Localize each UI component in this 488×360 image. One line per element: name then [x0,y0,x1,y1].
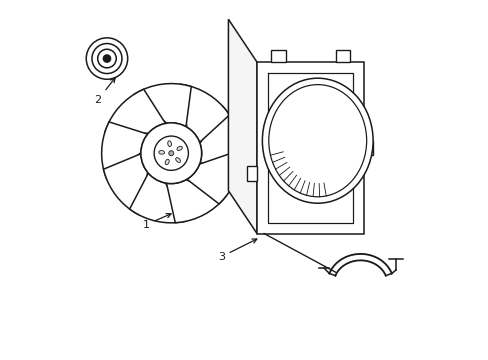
Polygon shape [166,180,226,223]
Polygon shape [180,84,229,142]
Polygon shape [133,84,191,127]
Polygon shape [103,154,147,215]
Circle shape [92,44,122,73]
Polygon shape [102,122,147,180]
Ellipse shape [177,146,182,150]
Ellipse shape [165,159,169,165]
Polygon shape [335,50,349,62]
Circle shape [154,136,188,170]
Ellipse shape [262,78,372,203]
Polygon shape [257,62,364,234]
Circle shape [86,38,127,79]
Polygon shape [200,106,241,163]
Polygon shape [364,141,372,155]
Ellipse shape [167,141,171,147]
Text: 3: 3 [217,239,256,262]
Text: 1: 1 [142,213,171,230]
Polygon shape [186,150,241,204]
Polygon shape [271,50,285,62]
Circle shape [141,123,201,184]
Polygon shape [246,166,257,181]
Text: 2: 2 [94,78,115,105]
Circle shape [98,49,116,68]
Circle shape [103,55,110,62]
Polygon shape [228,19,257,234]
Circle shape [168,151,173,156]
Ellipse shape [159,150,164,154]
Polygon shape [129,173,186,223]
Polygon shape [104,89,165,133]
Ellipse shape [175,158,180,162]
